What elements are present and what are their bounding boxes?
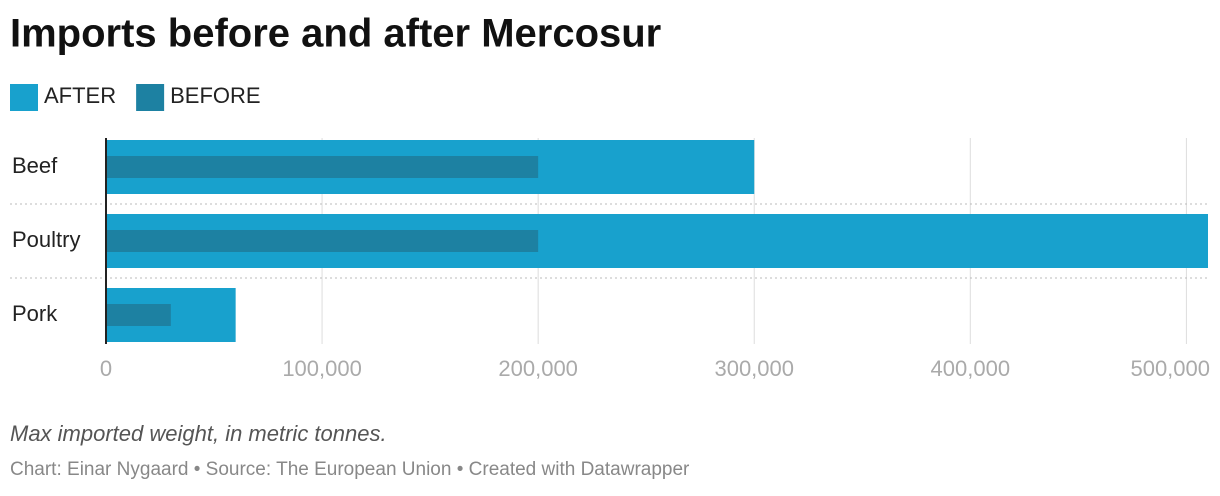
x-tick-label: 300,000 (714, 356, 794, 381)
subtitle: Max imported weight, in metric tonnes. (10, 421, 387, 446)
y-tick-label: Poultry (12, 227, 80, 252)
bar (106, 156, 539, 178)
legend-label: AFTER (44, 83, 116, 108)
x-tick-label: 0 (100, 356, 112, 381)
legend-swatch (10, 84, 38, 111)
chart-title: Imports before and after Mercosur (10, 12, 661, 56)
footer: Chart: Einar Nygaard • Source: The Europ… (10, 459, 690, 480)
bar (106, 304, 171, 326)
y-tick-label: Pork (12, 301, 58, 326)
x-tick-label: 200,000 (498, 356, 578, 381)
x-tick-label: 400,000 (931, 356, 1011, 381)
x-tick-label: 500,000 (1130, 356, 1210, 381)
bar (106, 230, 539, 252)
x-tick-label: 100,000 (282, 356, 362, 381)
y-tick-label: Beef (12, 153, 58, 178)
legend-swatch (136, 84, 165, 111)
legend-label: BEFORE (170, 83, 260, 108)
